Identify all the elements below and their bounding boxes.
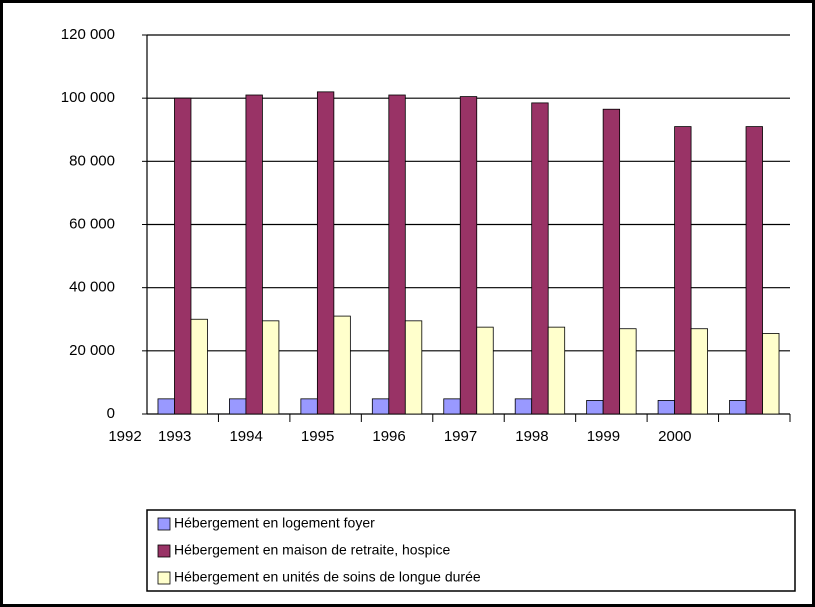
legend-label: Hébergement en maison de retraite, hospi… (174, 542, 450, 558)
x-tick-label: 1994 (229, 428, 262, 445)
bar (245, 94, 263, 415)
bar (316, 91, 335, 415)
bar (586, 400, 604, 415)
bar (190, 318, 208, 415)
bar (300, 398, 318, 415)
legend-box (146, 509, 796, 592)
y-tick-label: 20 000 (69, 342, 115, 359)
bar (174, 97, 192, 415)
bar (619, 328, 637, 415)
y-tick-label: 80 000 (69, 152, 115, 169)
y-tick-label: 0 (107, 405, 115, 422)
legend-label: Hébergement en logement foyer (174, 515, 375, 531)
bar (404, 320, 423, 415)
legend-swatch (157, 544, 171, 558)
x-tick-label: 2000 (658, 428, 691, 445)
y-tick-label: 100 000 (61, 89, 115, 106)
y-tick-label: 40 000 (69, 279, 115, 296)
x-tick-label: 1997 (444, 428, 477, 445)
bar (514, 398, 533, 415)
bar (157, 398, 175, 415)
y-tick-label: 120 000 (61, 26, 115, 43)
bar (657, 400, 675, 415)
bar (729, 400, 747, 415)
bar (443, 398, 461, 415)
legend-label: Hébergement en unités de soins de longue… (174, 569, 481, 585)
bar (602, 108, 621, 415)
bar (762, 333, 780, 415)
legend-swatch (157, 517, 171, 531)
bar (674, 126, 692, 415)
bar (476, 326, 494, 415)
bar (690, 328, 708, 415)
x-axis-start-label: 1992 (108, 428, 141, 445)
bar (388, 94, 406, 415)
x-tick-label: 1998 (515, 428, 548, 445)
bar (371, 398, 390, 415)
bar (547, 326, 566, 415)
x-tick-label: 1993 (158, 428, 191, 445)
x-tick-label: 1996 (372, 428, 405, 445)
bar (333, 315, 351, 415)
bar (531, 102, 549, 415)
legend-swatch (157, 571, 171, 585)
bar (262, 320, 280, 415)
x-tick-label: 1995 (301, 428, 334, 445)
bar (229, 398, 247, 415)
bar (459, 96, 478, 415)
bar (745, 126, 763, 415)
y-tick-label: 60 000 (69, 215, 115, 232)
x-tick-label: 1999 (587, 428, 620, 445)
